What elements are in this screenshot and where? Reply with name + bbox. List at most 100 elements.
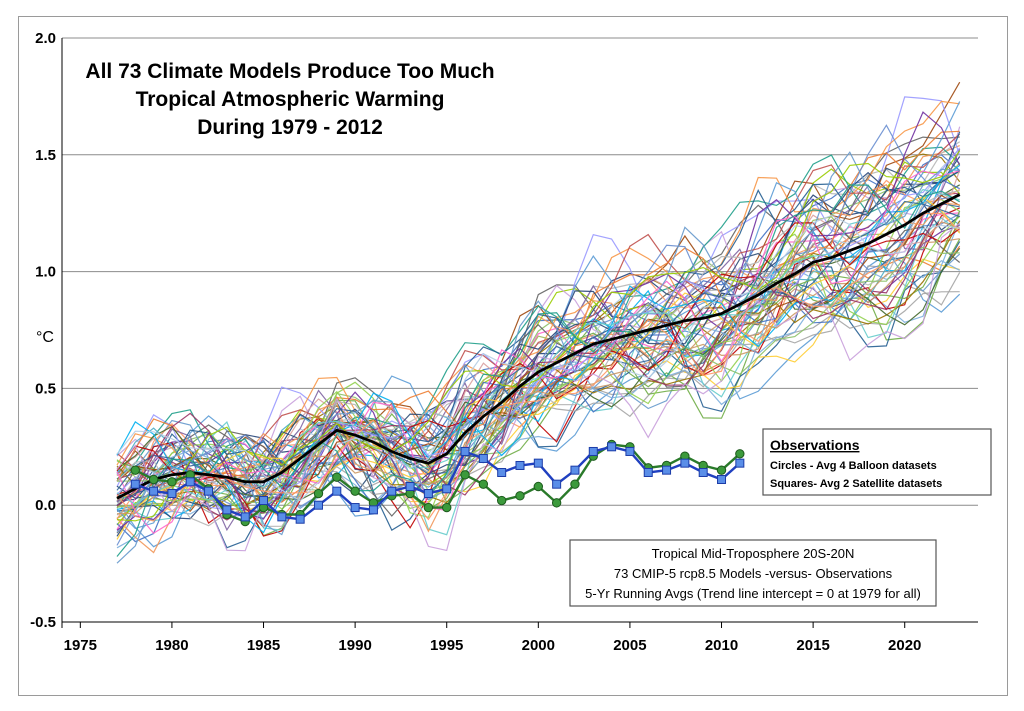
info-box [569, 539, 937, 607]
satellite-point [698, 467, 708, 477]
satellite-point [588, 446, 598, 456]
balloon-point [350, 486, 360, 496]
info-line-1: Tropical Mid-Troposphere 20S-20N [652, 546, 855, 561]
balloon-point [551, 498, 562, 508]
balloon-point [148, 474, 159, 485]
title-line-1: All 73 Climate Models Produce Too Much [85, 60, 494, 83]
x-tick-label: 2000 [522, 637, 555, 654]
model-run-line [116, 200, 960, 499]
balloon-point [478, 479, 489, 489]
satellite-point [680, 458, 690, 468]
model-run-line [116, 207, 960, 529]
chart-frame [18, 16, 1008, 696]
legend-box [762, 428, 992, 496]
model-run-line [116, 150, 961, 522]
y-tick-label: 2.0 [35, 30, 56, 47]
satellite-point [167, 489, 177, 499]
satellite-point [442, 484, 452, 494]
model-run-line [116, 124, 960, 546]
y-tick-labels: -0.5 0.0 0.5 1.0 1.5 2.0 [30, 30, 56, 631]
y-axis-label: °C [36, 329, 54, 346]
obs-series-line [134, 445, 741, 521]
x-tick-label: 2010 [705, 637, 738, 654]
satellite-point [735, 458, 745, 468]
model-run-line [116, 130, 960, 503]
model-run-line [116, 147, 961, 517]
model-run-line [116, 220, 961, 549]
legend-item-satellite: Squares- Avg 2 Satellite datasets [770, 478, 942, 490]
satellite-point [368, 505, 378, 515]
model-run-line [116, 219, 961, 534]
info-line-2: 73 CMIP-5 rcp8.5 Models -versus- Observa… [614, 566, 893, 581]
satellite-point [478, 453, 488, 463]
x-tick-label: 1975 [64, 637, 97, 654]
x-tick-label: 1995 [430, 637, 463, 654]
legend-item-balloon: Circles - Avg 4 Balloon datasets [770, 460, 937, 472]
satellite-point [332, 486, 342, 496]
model-run-line [116, 169, 961, 504]
balloon-point [716, 465, 727, 475]
model-run-line [116, 196, 961, 540]
balloon-point [460, 470, 470, 480]
balloon-point [130, 465, 140, 475]
balloon-point [735, 449, 745, 459]
satellite-point [423, 489, 433, 499]
x-tick-labels: 1975 1980 1985 1990 1995 2000 2005 2010 2015 2020 [64, 637, 922, 654]
satellite-point [149, 486, 159, 496]
balloon-point [167, 477, 177, 487]
info-annotation: Tropical Mid-Troposphere 20S-20N 73 CMIP… [569, 539, 937, 607]
satellite-point [222, 505, 232, 515]
satellite-point [277, 512, 287, 522]
model-run-line [116, 222, 961, 552]
model-run-line [116, 222, 961, 537]
y-tick-label: 0.5 [35, 380, 56, 397]
observation-series [130, 439, 745, 527]
observations-legend: Observations Circles - Avg 4 Balloon dat… [762, 428, 992, 496]
balloon-point [313, 488, 324, 499]
balloon-point [442, 502, 452, 513]
model-run-line [116, 184, 961, 557]
title-line-2: Tropical Atmospheric Warming [136, 88, 445, 111]
satellite-point [259, 496, 269, 506]
model-mean [116, 193, 961, 500]
model-run-line [116, 212, 961, 522]
model-run-line [116, 184, 960, 554]
axes [61, 38, 978, 628]
x-tick-label: 2005 [613, 637, 646, 654]
satellite-point [240, 512, 250, 522]
satellite-point [387, 486, 397, 496]
satellite-point [130, 479, 140, 489]
y-tick-label: 1.0 [35, 264, 56, 281]
satellite-point [533, 458, 543, 468]
model-run-line [116, 167, 961, 508]
y-tick-label: 0.0 [35, 497, 56, 514]
model-run-line [116, 210, 961, 518]
balloon-point [496, 495, 507, 506]
y-tick-label: -0.5 [30, 614, 56, 631]
model-run-line [116, 136, 960, 503]
satellite-point [460, 446, 470, 456]
satellite-point [204, 486, 214, 496]
model-mean-line [116, 193, 961, 500]
y-tick-label: 1.5 [35, 147, 56, 164]
satellite-point [313, 500, 323, 510]
satellite-point [552, 479, 562, 489]
chart-title: All 73 Climate Models Produce Too Much T… [85, 60, 494, 139]
model-run-line [116, 133, 961, 488]
model-run-line [116, 170, 961, 537]
satellite-point [295, 514, 305, 524]
obs-series-line [134, 443, 741, 523]
model-run-line [116, 221, 960, 515]
balloon-point [332, 472, 342, 482]
x-tick-label: 2015 [796, 637, 829, 654]
satellite-point [185, 477, 195, 487]
info-line-3: 5-Yr Running Avgs (Trend line intercept … [585, 586, 921, 601]
balloon-point [533, 481, 544, 492]
satellite-point [717, 475, 727, 485]
satellite-point [497, 467, 507, 477]
x-tick-label: 1985 [247, 637, 280, 654]
balloon-point [423, 502, 434, 513]
satellite-point [570, 465, 580, 475]
x-tick-label: 1990 [338, 637, 371, 654]
